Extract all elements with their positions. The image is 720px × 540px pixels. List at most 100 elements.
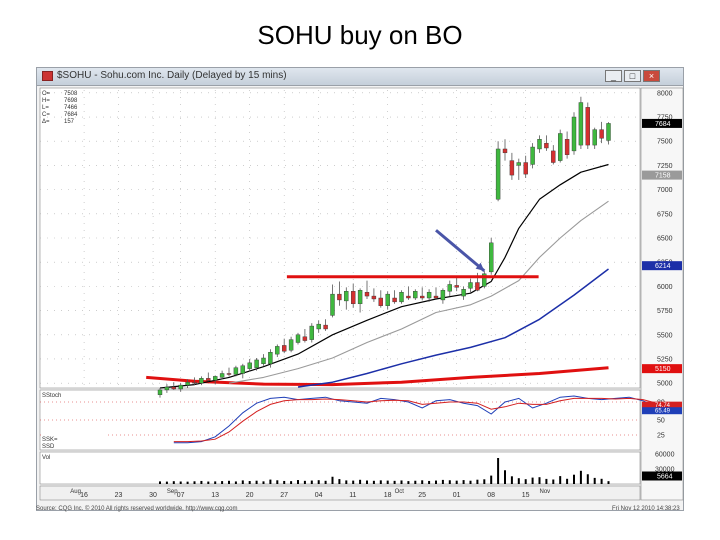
window-titlebar[interactable]: $SOHU - Sohu.com Inc. Daily (Delayed by … <box>37 68 683 86</box>
price-tick-label: 6500 <box>657 236 673 243</box>
candle-down <box>192 381 197 384</box>
stoch-tick-label: 25 <box>657 433 665 440</box>
ohlc-value: 7508 <box>64 91 78 97</box>
volume-bar <box>579 470 582 484</box>
candle-up <box>489 242 494 273</box>
volume-bar <box>372 480 375 484</box>
price-tick-label: 5500 <box>657 332 673 339</box>
candle-down <box>475 282 480 291</box>
candle-up <box>268 351 273 365</box>
candle-up <box>516 162 521 166</box>
price-tick-label: 5750 <box>657 308 673 315</box>
volume-bar <box>324 480 327 484</box>
candle-up <box>440 290 446 301</box>
candle-down <box>392 297 397 303</box>
ohlc-label: C= <box>42 112 50 118</box>
maximize-button[interactable]: □ <box>624 70 641 82</box>
date-tick-label: 25 <box>418 492 426 499</box>
volume-bar <box>455 480 458 484</box>
ohlc-value: 7698 <box>64 98 78 104</box>
volume-bar <box>297 480 299 484</box>
volume-bar <box>545 478 548 484</box>
volume-bar <box>407 481 410 484</box>
volume-tag <box>642 471 682 481</box>
volume-bar <box>559 476 562 484</box>
price-tick-label: 5250 <box>657 356 673 363</box>
date-tick-label: 04 <box>315 492 323 499</box>
candle-up <box>178 384 183 390</box>
volume-bar <box>483 479 486 484</box>
volume-bar <box>172 481 175 484</box>
candle-down <box>420 295 425 299</box>
volume-bar <box>310 480 313 484</box>
candle-up <box>571 116 577 152</box>
volume-bar <box>276 480 279 484</box>
volume-bar <box>200 480 203 484</box>
candle-up <box>385 293 390 306</box>
volume-bar <box>600 478 603 484</box>
volume-bar <box>255 480 258 484</box>
volume-bar <box>283 480 286 484</box>
volume-bar <box>504 470 506 484</box>
candle-up <box>254 359 259 368</box>
stoch-tag <box>642 407 682 415</box>
candle-up <box>212 376 218 381</box>
volume-bar <box>248 481 251 484</box>
volume-bar <box>352 480 355 484</box>
close-button[interactable]: × <box>643 70 660 82</box>
candle-up <box>199 378 204 384</box>
date-tick-label: 16 <box>80 492 88 499</box>
volume-bar <box>441 479 444 484</box>
candle-up <box>447 284 452 292</box>
volume-bar <box>179 481 182 484</box>
candle-up <box>578 102 584 146</box>
volume-tick-label: 60000 <box>655 452 675 459</box>
candle-up <box>468 282 473 289</box>
volume-bar <box>552 479 555 484</box>
date-tick-label: 23 <box>115 492 123 499</box>
price-tick-label: 6000 <box>657 284 673 291</box>
candle-down <box>544 142 549 149</box>
app-icon <box>42 71 53 81</box>
candle-down <box>564 139 570 155</box>
volume-bar <box>393 480 396 484</box>
candle-down <box>282 345 287 352</box>
date-axis <box>39 485 641 501</box>
volume-bar <box>462 480 465 484</box>
candle-up <box>247 362 252 369</box>
candle-down <box>171 386 177 390</box>
price-tick-label: 7250 <box>657 163 673 170</box>
price-tag <box>642 170 682 180</box>
candle-up <box>309 325 314 340</box>
candle-up <box>233 367 239 375</box>
candle-down <box>302 336 308 341</box>
stoch-legend-box <box>41 434 107 449</box>
minimize-button[interactable]: _ <box>605 70 622 82</box>
price-tick-label: 5000 <box>657 381 673 388</box>
volume-bar <box>497 458 500 484</box>
stoch-tag <box>642 401 682 409</box>
price-tag-label: 5150 <box>655 366 671 373</box>
candle-down <box>351 291 356 305</box>
price-tick-label: 7750 <box>657 115 673 122</box>
volume-bar <box>186 481 189 484</box>
date-tick-label: 15 <box>522 492 530 499</box>
date-tick-label: 07 <box>177 492 185 499</box>
footer-source: Source: CQG Inc. © 2010 All rights reser… <box>36 506 238 512</box>
stoch-ssd-line <box>173 397 671 443</box>
date-tick-label: 08 <box>487 492 495 499</box>
candle-down <box>323 324 328 330</box>
volume-bar <box>159 481 161 484</box>
candle-up <box>413 291 418 299</box>
candle-up <box>426 291 432 299</box>
date-tick-label: 13 <box>211 492 219 499</box>
value-axis <box>640 87 684 501</box>
candle-up <box>461 289 466 297</box>
volume-bar <box>241 480 244 484</box>
volume-bar <box>290 481 293 484</box>
volume-bar <box>317 480 320 484</box>
price-tick-label: 8000 <box>657 90 673 97</box>
candle-down <box>406 295 411 299</box>
volume-bar <box>303 480 306 484</box>
volume-bar <box>524 479 527 484</box>
